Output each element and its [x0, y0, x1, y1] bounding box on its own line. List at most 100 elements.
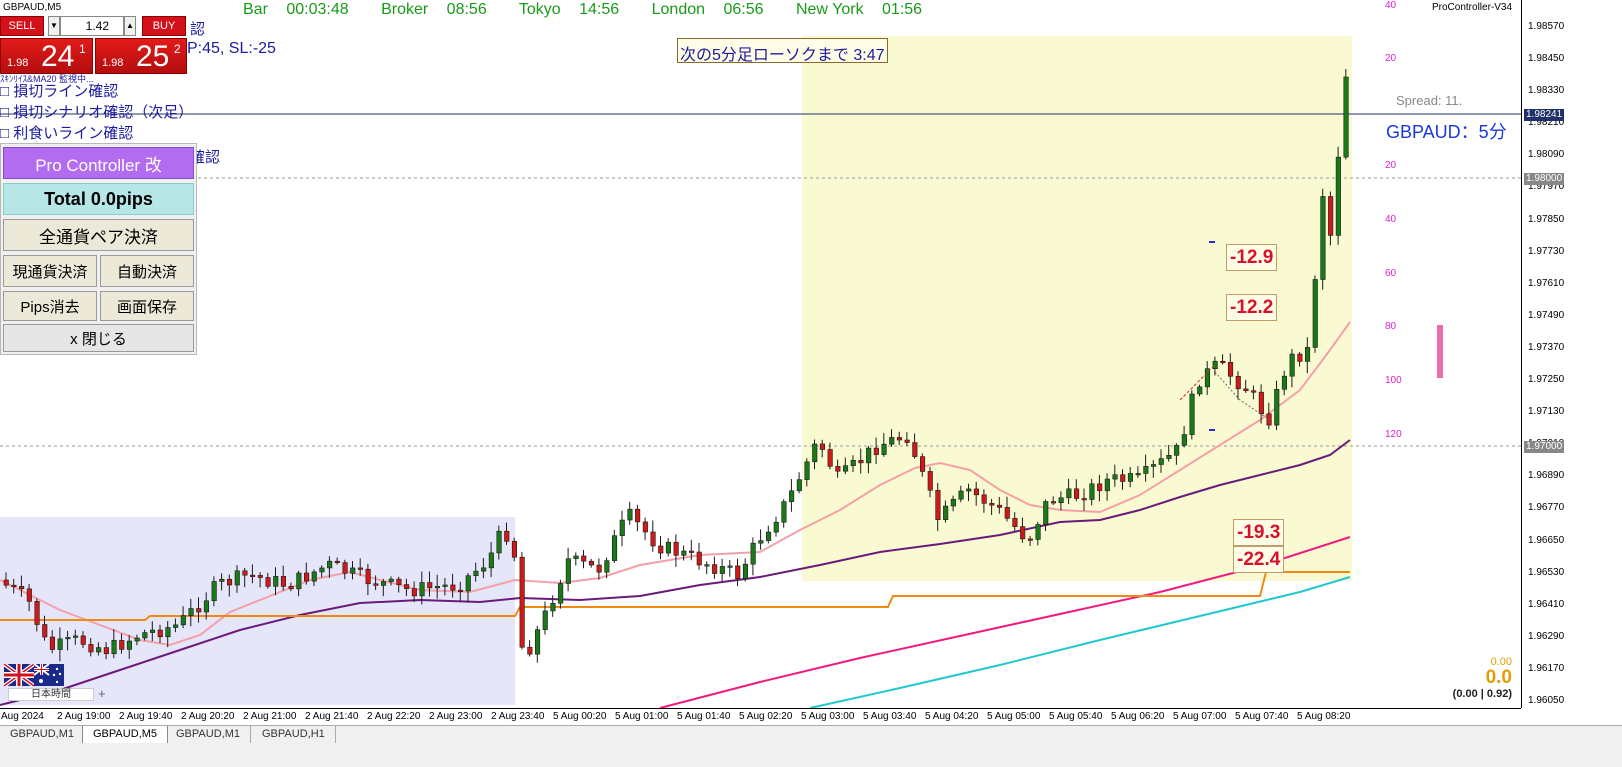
australia-flag-icon: [33, 663, 64, 686]
price-tick-label: 1.96890: [1528, 470, 1565, 482]
candle-body-145: [1112, 474, 1118, 480]
auto-close-button[interactable]: 自動決済: [100, 255, 194, 287]
session-tokyo: Tokyo 14:56: [518, 1, 620, 18]
candle-body-131: [1004, 507, 1010, 519]
pl-small-value: 0.00: [1490, 656, 1512, 668]
pro-controller-title[interactable]: Pro Controller 改: [3, 147, 194, 179]
close-all-pairs-button[interactable]: 全通貨ペア決済: [3, 219, 194, 251]
candle-body-139: [1066, 488, 1072, 499]
ruler-label-7: 100: [1385, 375, 1402, 386]
time-tick-label: 2 Aug 23:40: [491, 711, 545, 722]
candle-body-60: [457, 589, 464, 592]
candle-body-136: [1043, 501, 1049, 525]
candle-body-53: [404, 584, 410, 589]
candle-body-34: [257, 575, 263, 578]
checklist-item-sl-line: □ 損切ライン確認: [0, 83, 119, 100]
candle-body-124: [950, 498, 956, 507]
sell-price-button[interactable]: 1.98 24 1: [0, 38, 93, 74]
tab-gbpaud-m1-second[interactable]: GBPAUD,M1: [166, 726, 251, 744]
checklist-item-tp-line: □ 利食いライン確認: [0, 125, 134, 142]
candle-body-85: [650, 531, 656, 547]
candle-body-6: [42, 624, 48, 638]
close-panel-button[interactable]: x 閉じる: [3, 324, 194, 352]
ma-purple-line: [0, 439, 1351, 706]
candle-body-5: [34, 601, 40, 625]
tokyo-session-box: [0, 517, 515, 705]
candle-body-3: [19, 586, 25, 590]
candle-body-66: [504, 530, 510, 542]
candle-body-158: [1212, 360, 1218, 370]
price-tag: 1.98241: [1524, 108, 1565, 121]
tp-sl-label: P:45, SL:-25: [187, 40, 276, 57]
time-tick-label: 2 Aug 21:40: [305, 711, 359, 722]
candle-body-111: [850, 459, 856, 466]
ma-cyan-line: [809, 576, 1351, 709]
candle-body-173: [1328, 196, 1334, 236]
session-newyork: New York 01:56: [795, 1, 923, 18]
japan-time-toggle[interactable]: 日本時間: [8, 688, 94, 701]
candle-body-35: [265, 577, 271, 587]
price-tick-label: 1.97130: [1528, 406, 1565, 418]
time-tick-label: 5 Aug 04:20: [925, 711, 979, 722]
lot-size-input[interactable]: 1.42: [60, 16, 124, 36]
price-tick-label: 1.97850: [1528, 213, 1565, 225]
candle-body-125: [958, 490, 964, 500]
price-axis[interactable]: 1.98570 1.98450 1.98330 1.98210 1.98090 1.979…: [1521, 0, 1622, 708]
buy-price-prefix: 1.98: [102, 57, 124, 69]
trend-dash-red: [1179, 364, 1216, 401]
candle-body-89: [681, 550, 687, 556]
candle-body-170: [1305, 347, 1311, 362]
price-tick-label: 1.98330: [1528, 85, 1565, 97]
candle-body-98: [750, 542, 756, 565]
tab-gbpaud-m5[interactable]: GBPAUD,M5: [82, 726, 168, 744]
candle-body-8: [57, 638, 63, 650]
time-tick-label: 5 Aug 07:00: [1173, 711, 1227, 722]
candle-body-162: [1243, 388, 1249, 392]
uk-flag-icon: [2, 662, 36, 688]
candle-body-44: [334, 560, 340, 564]
lot-increase-button[interactable]: ▲: [124, 16, 136, 36]
pips-label-1: -12.9: [1226, 244, 1278, 271]
candle-body-138: [1058, 497, 1064, 504]
candle-body-150: [1151, 464, 1157, 467]
candle-body-107: [819, 443, 826, 450]
lot-decrease-button[interactable]: ▼: [48, 16, 60, 36]
price-tick-label: 1.96170: [1528, 662, 1565, 674]
candle-body-120: [919, 456, 926, 472]
price-tick-label: 1.98210: [1528, 117, 1565, 129]
time-tick-label: 2 Aug 22:20: [367, 711, 421, 722]
tab-gbpaud-h1[interactable]: GBPAUD,H1: [252, 726, 336, 744]
candle-body-25: [188, 608, 194, 616]
candle-body-12: [88, 644, 94, 653]
add-button[interactable]: +: [98, 686, 106, 701]
time-tick-label: 5 Aug 01:40: [677, 711, 731, 722]
candle-body-56: [427, 582, 433, 589]
candle-body-146: [1120, 474, 1126, 482]
close-current-pair-button[interactable]: 現通貨決済: [3, 255, 97, 287]
buy-price-button[interactable]: 1.98 25 2: [95, 38, 187, 74]
time-tick-label: 2 Aug 21:00: [243, 711, 297, 722]
currency-flags: [2, 662, 64, 688]
sell-price-main: 24: [41, 40, 75, 73]
candle-body-123: [943, 505, 949, 520]
clear-pips-button[interactable]: Pips消去: [3, 291, 97, 321]
tab-gbpaud-m1[interactable]: GBPAUD,M1: [0, 726, 85, 744]
ruler-label-6: 80: [1385, 321, 1397, 332]
buy-button[interactable]: BUY: [142, 16, 186, 36]
candle-body-50: [380, 581, 387, 586]
candle-body-133: [1020, 526, 1026, 540]
candle-body-14: [103, 647, 109, 655]
sell-button[interactable]: SELL: [0, 16, 44, 36]
candle-body-116: [889, 437, 895, 445]
candle-body-75: [573, 555, 579, 560]
candle-body-149: [1143, 466, 1149, 474]
candle-body-45: [342, 562, 348, 574]
price-tick-label: 1.97970: [1528, 181, 1565, 193]
candle-body-118: [904, 439, 910, 443]
candle-body-147: [1127, 473, 1133, 482]
save-screen-button[interactable]: 画面保存: [100, 291, 194, 321]
time-axis[interactable]: Aug 2024 2 Aug 19:00 2 Aug 19:40 2 Aug 20:2…: [0, 708, 1521, 723]
candle-body-175: [1343, 76, 1349, 158]
candle-body-18: [134, 637, 140, 642]
